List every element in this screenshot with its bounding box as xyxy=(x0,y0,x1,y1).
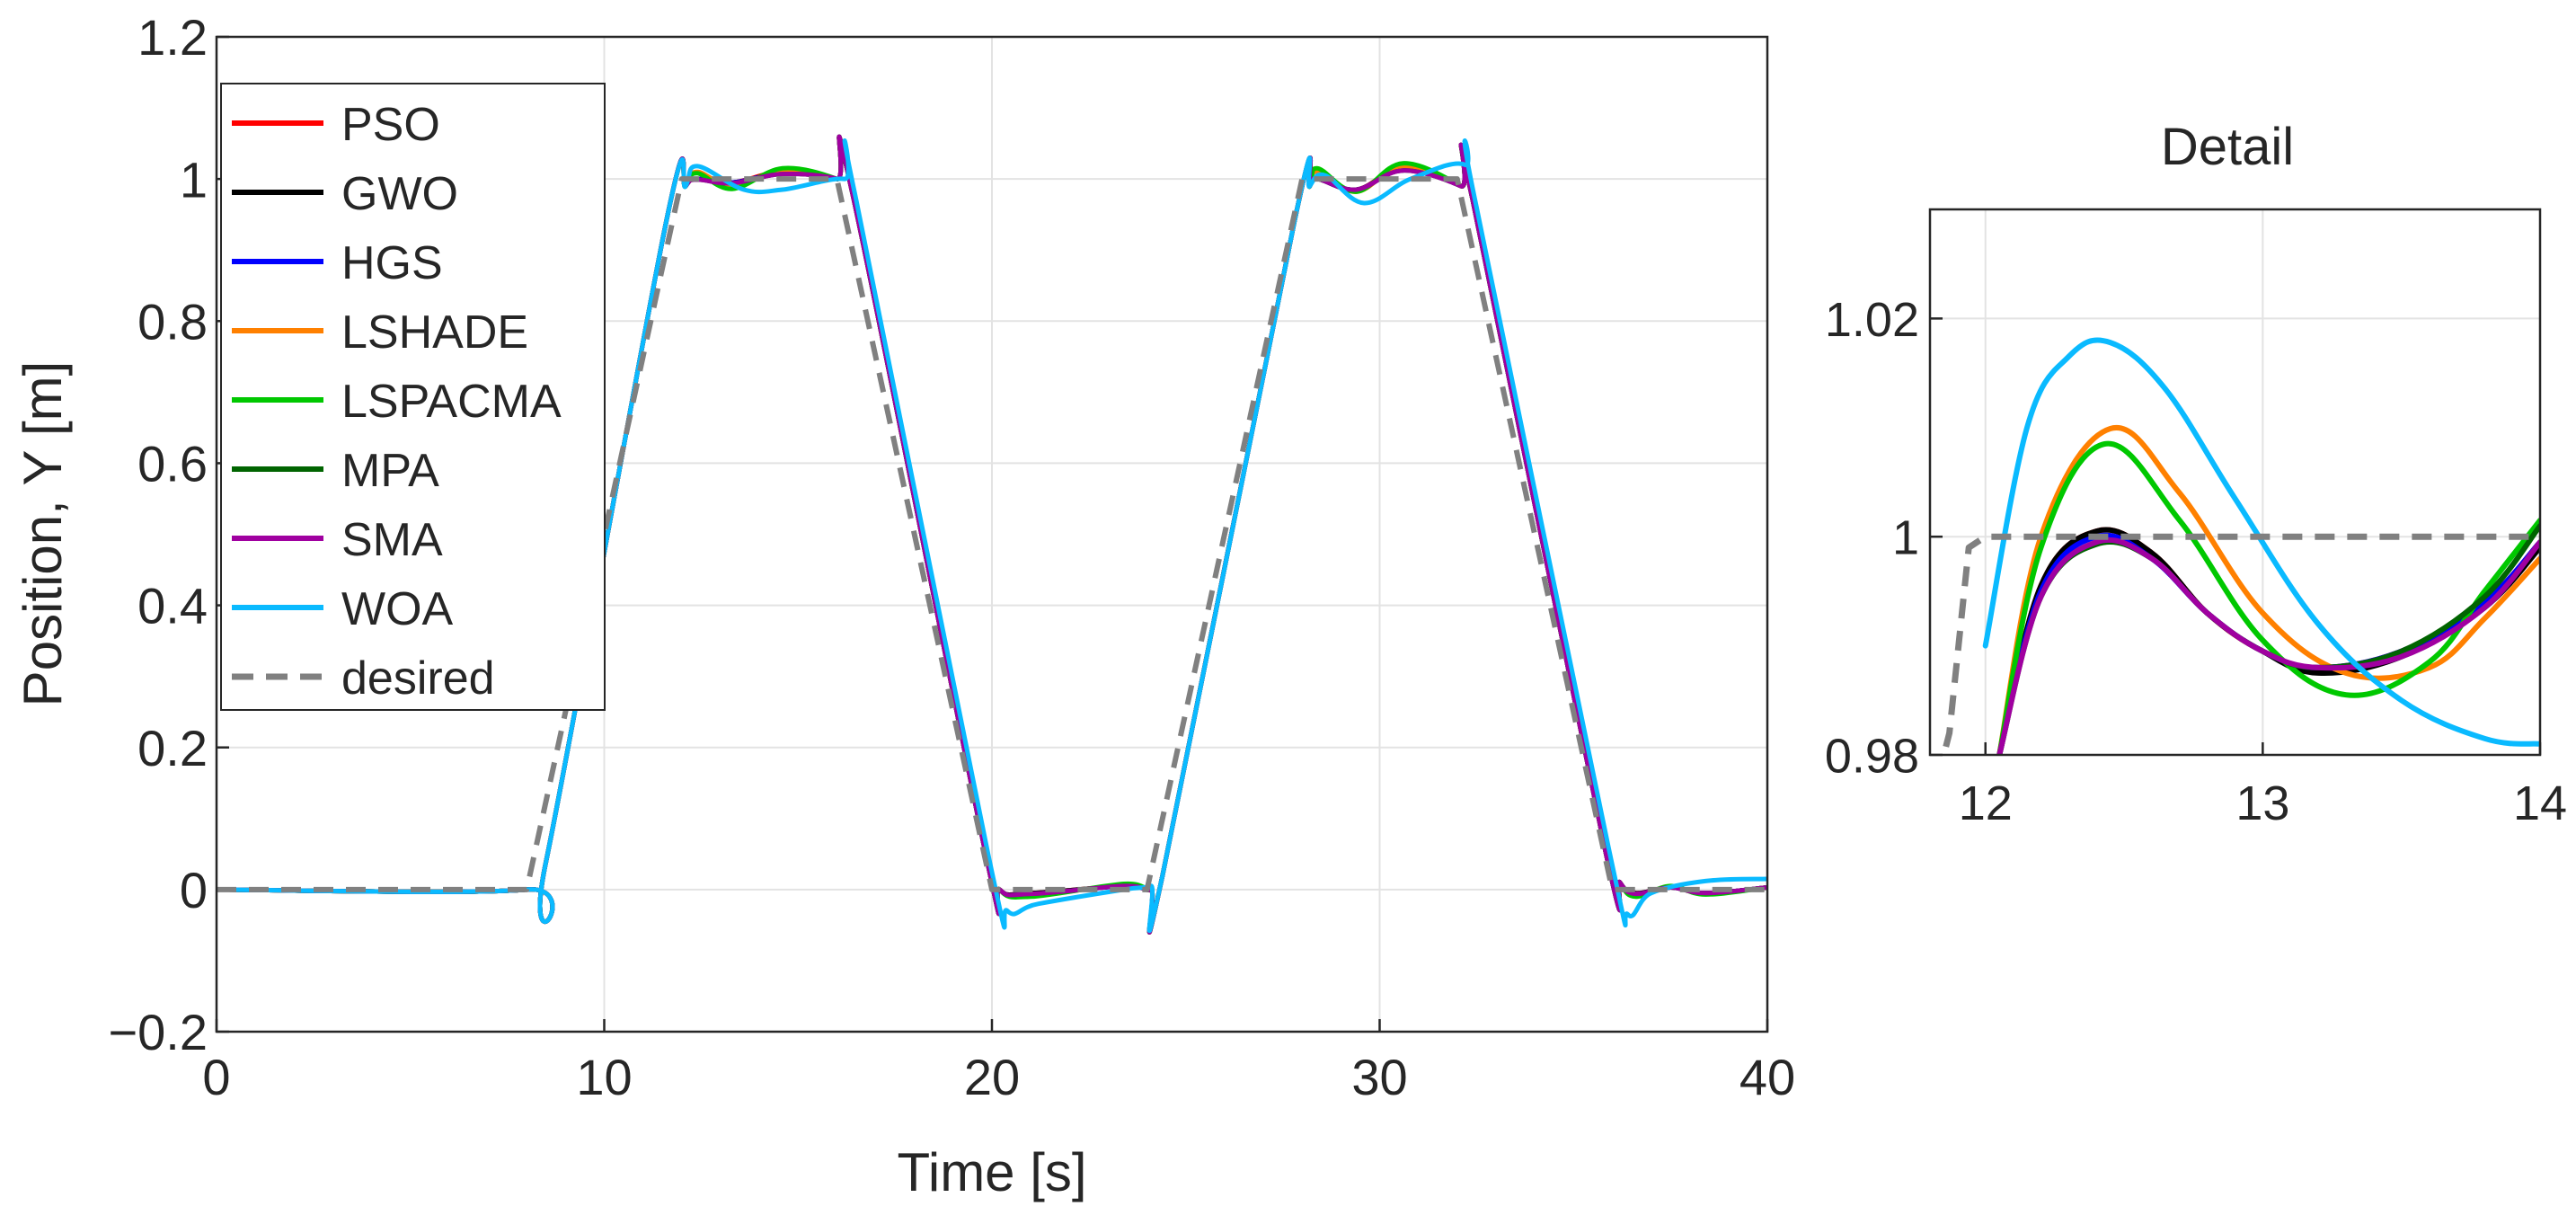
legend-entry-lshade: LSHADE xyxy=(232,306,528,359)
detail-y-tick-label: 0.98 xyxy=(1825,729,1919,783)
main-x-tick-labels: 0 10 20 30 40 xyxy=(202,1049,1795,1105)
detail-y-tick-label: 1.02 xyxy=(1825,293,1919,347)
main-x-tick-label: 40 xyxy=(1739,1049,1795,1105)
main-y-tick-label: −0.2 xyxy=(108,1004,208,1060)
detail-x-tick-labels: 12 13 14 xyxy=(1959,776,2567,830)
legend-entry-pso: PSO xyxy=(232,99,440,151)
legend-label: HGS xyxy=(341,237,443,289)
detail-x-tick-label: 12 xyxy=(1959,776,2013,830)
legend-label: desired xyxy=(341,652,495,705)
legend-label: SMA xyxy=(341,514,443,566)
main-x-tick-label: 0 xyxy=(202,1049,230,1105)
detail-chart: 12 13 14 0.98 1 1.02 Detail xyxy=(1825,118,2567,830)
legend: PSO GWO HGS LSHADE LSPACMA MPA SMA WOA desired xyxy=(220,83,606,711)
detail-axes-box xyxy=(1928,208,2542,757)
detail-plot-area xyxy=(1930,209,2540,755)
main-y-tick-label: 1 xyxy=(180,151,208,208)
detail-x-tick-label: 14 xyxy=(2513,776,2567,830)
detail-series-line-desired xyxy=(1940,533,2540,755)
main-axes-box xyxy=(215,35,1769,1033)
main-series-lines xyxy=(217,134,1767,935)
main-x-axis-label: Time [s] xyxy=(897,1142,1086,1202)
main-y-tick-label: 0.8 xyxy=(137,293,208,350)
main-y-tick-label: 0 xyxy=(180,862,208,918)
legend-entry-lspacma: LSPACMA xyxy=(232,376,562,428)
legend-label: LSPACMA xyxy=(341,376,562,428)
main-y-tick-labels: −0.2 0 0.2 0.4 0.6 0.8 1 1.2 xyxy=(108,9,208,1060)
main-chart: 0 10 20 30 40 −0.200.20.40.60.811.2 Time [s]… xyxy=(13,9,1795,1202)
legend-entry-woa: WOA xyxy=(232,583,454,635)
legend-entry-hgs: HGS xyxy=(232,237,443,289)
main-y-tick-label: 0.6 xyxy=(137,436,208,492)
main-y-tick-label: 0.2 xyxy=(137,720,208,776)
legend-entry-sma: SMA xyxy=(232,514,443,566)
legend-entry-desired: desired xyxy=(232,652,495,705)
legend-label: LSHADE xyxy=(341,306,528,359)
main-x-tick-label: 10 xyxy=(576,1049,632,1105)
legend-label: GWO xyxy=(341,168,458,220)
legend-entry-mpa: MPA xyxy=(232,445,439,497)
legend-entry-gwo: GWO xyxy=(232,168,458,220)
main-x-tick-label: 20 xyxy=(964,1049,1020,1105)
legend-label: MPA xyxy=(341,445,439,497)
main-y-tick-label: 1.2 xyxy=(137,9,208,66)
detail-series-line-sma xyxy=(1996,537,2540,755)
legend-label: PSO xyxy=(341,99,440,151)
detail-x-tick-label: 13 xyxy=(2235,776,2289,830)
main-y-axis-label: Position, Y [m] xyxy=(13,361,73,707)
detail-series-line-woa xyxy=(1982,337,2540,747)
legend-label: WOA xyxy=(341,583,454,635)
detail-y-tick-labels: 0.98 1 1.02 xyxy=(1825,293,1919,784)
detail-title: Detail xyxy=(2161,118,2294,176)
detail-y-tick-label: 1 xyxy=(1892,511,1919,565)
detail-series-lines xyxy=(1940,337,2540,755)
main-y-tick-label: 0.4 xyxy=(137,578,208,634)
main-x-tick-label: 30 xyxy=(1351,1049,1407,1105)
